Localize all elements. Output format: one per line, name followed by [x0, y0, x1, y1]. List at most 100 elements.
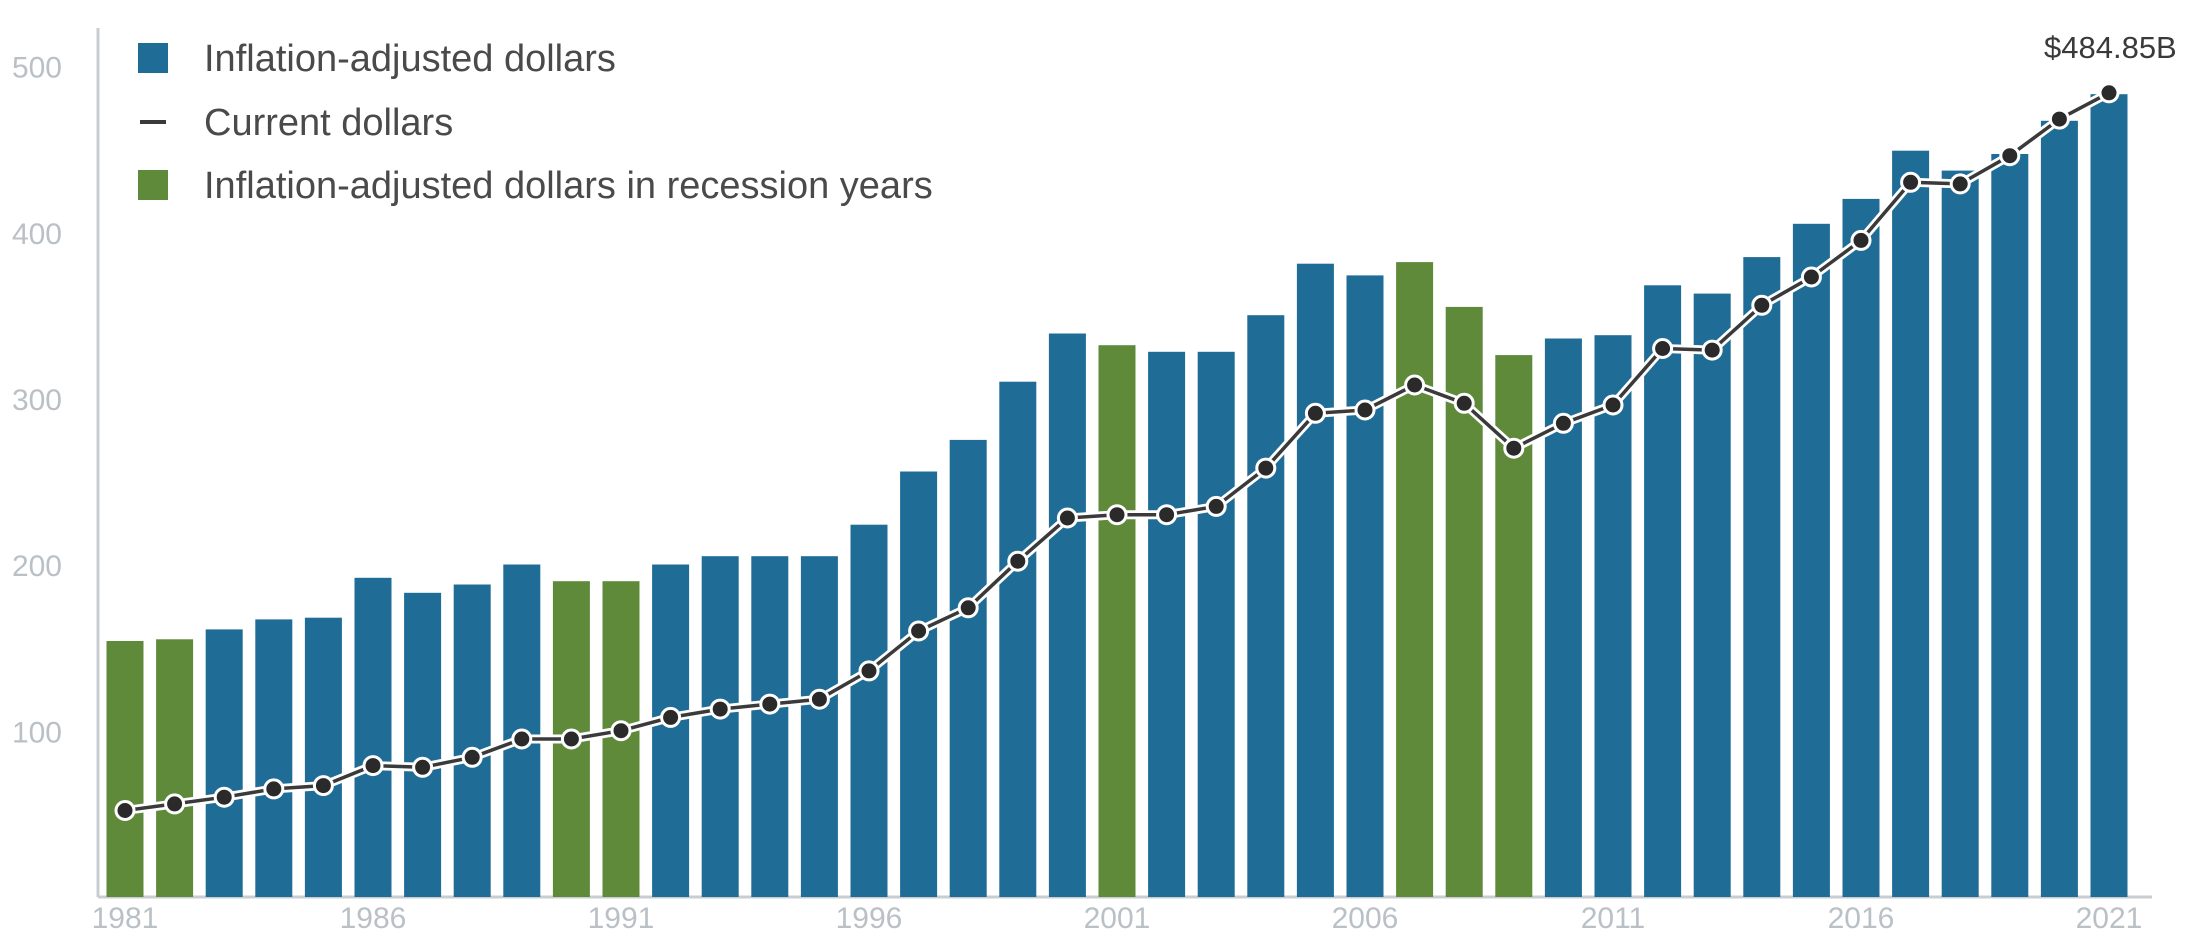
line-point [114, 800, 136, 821]
x-tick-label: 1991 [588, 902, 655, 930]
line-point [1552, 412, 1574, 434]
line-point [1999, 145, 2021, 167]
recession-bar [1098, 345, 1136, 897]
line-point [1800, 266, 1822, 288]
bar-layer [106, 94, 2128, 898]
line-point [1652, 338, 1674, 359]
line-point [1304, 402, 1326, 424]
bar [404, 592, 442, 897]
line-point [2048, 108, 2070, 130]
line-point [511, 728, 533, 750]
legend: Inflation-adjusted dollars Current dollar… [138, 38, 933, 207]
line-point [213, 786, 235, 808]
bar [850, 524, 888, 897]
line-point [164, 793, 186, 815]
line-point [1453, 392, 1475, 414]
y-tick-label: 100 [12, 716, 62, 749]
bar [304, 617, 342, 897]
bar [1346, 275, 1384, 897]
bar [900, 471, 938, 897]
line-point [412, 756, 434, 778]
line-point [1850, 229, 1872, 251]
bar [2040, 120, 2078, 898]
legend-label: Current dollars [204, 102, 453, 144]
bar [255, 619, 293, 897]
legend-swatch [138, 43, 168, 73]
x-tick-label: 1986 [340, 902, 407, 930]
value-annotation: $484.85B [2044, 30, 2177, 65]
line-point [660, 706, 682, 728]
x-tick-label: 1996 [836, 902, 903, 930]
bar [453, 584, 491, 897]
line-point [263, 778, 285, 800]
line-point [858, 660, 880, 682]
line-point [2098, 82, 2120, 104]
line-point [1156, 504, 1178, 526]
line-point [312, 775, 334, 797]
line-point [1404, 374, 1426, 396]
point-layer [114, 82, 2120, 821]
recession-bar [156, 639, 194, 897]
y-tick-label: 300 [12, 384, 62, 417]
bar [652, 564, 690, 897]
bar [205, 629, 243, 897]
line-point [709, 698, 731, 720]
x-tick-label: 1981 [92, 902, 159, 930]
y-tick-label: 500 [12, 52, 62, 85]
bar [1197, 351, 1235, 897]
x-tick-label: 2011 [1581, 902, 1646, 930]
recession-bar [106, 641, 144, 897]
y-tick-label: 400 [12, 218, 62, 251]
line-point [1701, 339, 1723, 361]
line-point [908, 620, 930, 642]
bar [1991, 154, 2029, 897]
line-point [1056, 507, 1078, 529]
legend-label: Inflation-adjusted dollars in recession … [204, 165, 933, 207]
y-tick-label: 200 [12, 550, 62, 583]
bar [949, 439, 987, 897]
line-point [1503, 437, 1525, 459]
line-point [808, 688, 830, 710]
line-point [1007, 550, 1029, 572]
bar [1048, 333, 1086, 897]
line-point [1106, 504, 1128, 526]
line-point [1255, 457, 1277, 479]
bar [1792, 223, 1830, 898]
x-tick-label: 2006 [1332, 902, 1399, 930]
bar [999, 381, 1037, 897]
legend-swatch [138, 170, 168, 200]
line-point [759, 693, 781, 715]
line-point [1949, 173, 1971, 195]
line-point [957, 597, 979, 619]
x-tick-label: 2021 [2076, 902, 2143, 930]
bar [1148, 351, 1186, 897]
bar [1941, 170, 1979, 898]
x-tick-label: 2016 [1828, 902, 1895, 930]
bar [800, 556, 838, 897]
recession-bar [1396, 262, 1434, 898]
line-point [1900, 171, 1922, 193]
legend-label: Inflation-adjusted dollars [204, 38, 616, 80]
bar [1594, 335, 1632, 897]
line-point [1602, 394, 1624, 416]
bar [1644, 285, 1682, 897]
x-tick-label: 2001 [1084, 902, 1151, 930]
label-layer: $484.85B [2044, 30, 2177, 65]
line-point [362, 755, 384, 777]
line-point [560, 728, 582, 750]
bar [1892, 150, 1930, 897]
bar [1842, 198, 1880, 897]
bar [1743, 257, 1781, 898]
bar [1693, 293, 1731, 898]
line-point [1205, 495, 1227, 517]
line-point [461, 746, 483, 768]
bar [354, 577, 392, 897]
line-point [1354, 399, 1376, 421]
bar [751, 556, 789, 897]
bar [2090, 94, 2128, 897]
bar [701, 556, 739, 897]
bar [1247, 315, 1285, 897]
line-point [1751, 294, 1773, 316]
bar [1296, 263, 1334, 897]
